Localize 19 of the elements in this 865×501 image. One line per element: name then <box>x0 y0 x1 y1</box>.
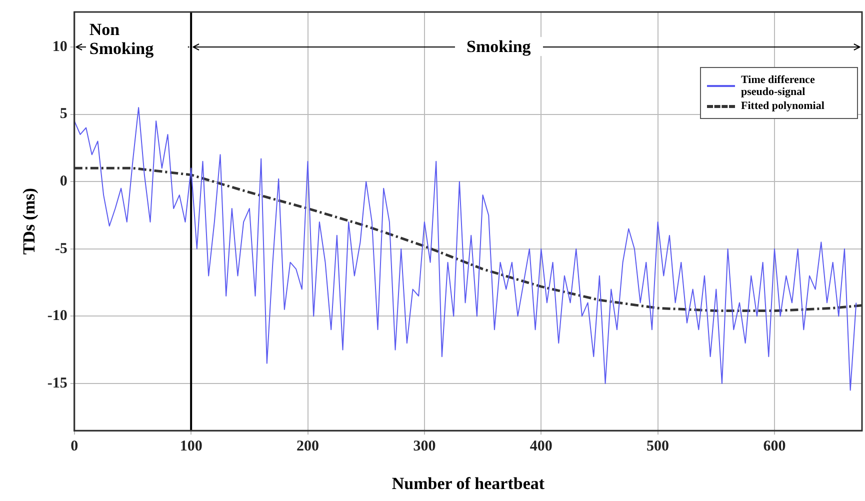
legend-label: Fitted polynomial <box>741 100 824 112</box>
x-tick-label: 400 <box>530 438 552 454</box>
x-tick-label: 200 <box>296 438 320 454</box>
x-tick-label: 500 <box>646 438 670 454</box>
x-tick-label: 600 <box>763 438 786 454</box>
y-axis-title: TDs (ms) <box>20 188 39 255</box>
y-tick-label: 0 <box>60 173 68 190</box>
x-tick-label: 0 <box>70 438 78 454</box>
x-axis-title: Number of heartbeat <box>392 474 545 494</box>
y-tick-label: -5 <box>54 240 68 257</box>
y-tick-label: -10 <box>47 308 68 324</box>
annotation: Smoking <box>454 36 543 56</box>
y-tick-label: 10 <box>52 38 68 55</box>
y-tick-label: 5 <box>60 106 68 122</box>
y-tick-label: -15 <box>47 375 68 392</box>
x-tick-label: 300 <box>413 438 436 454</box>
x-tick-label: 100 <box>180 438 202 454</box>
legend-label: Time difference pseudo-signal <box>741 74 816 98</box>
annotation: Non Smoking <box>86 20 188 58</box>
